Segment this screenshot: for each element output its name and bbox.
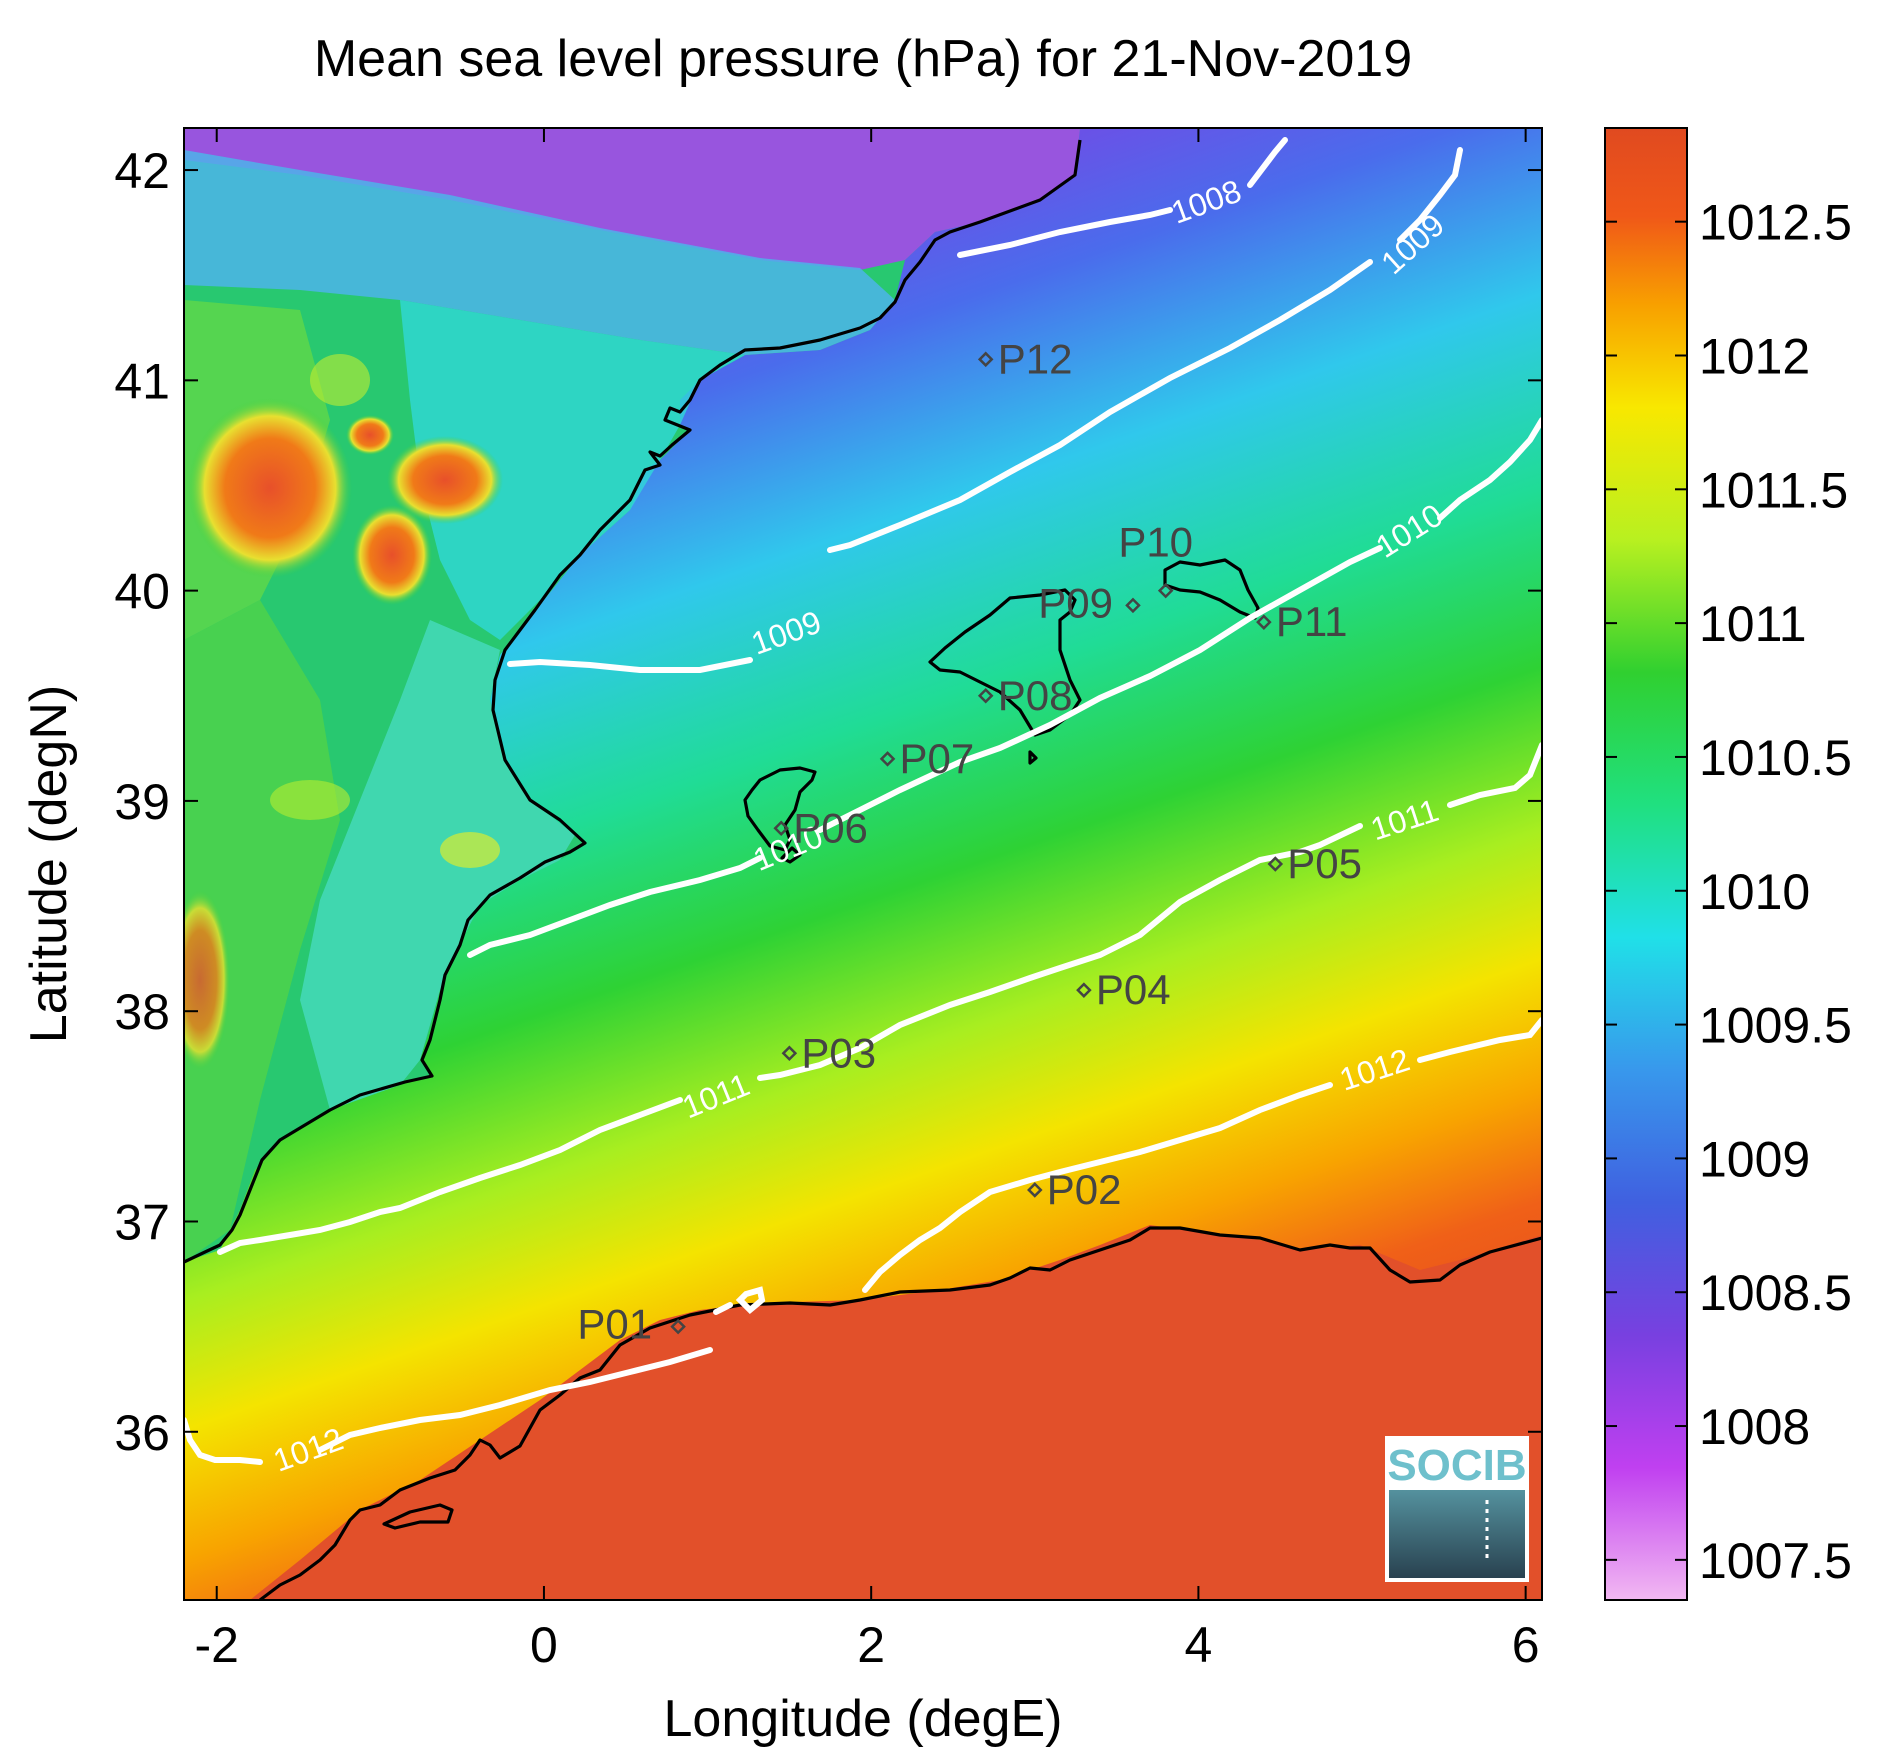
station-label: P09 [1038, 579, 1113, 626]
colorbar-tick-label: 1010 [1699, 864, 1810, 920]
station-label: P05 [1287, 840, 1362, 887]
colorbar-tick-label: 1009 [1699, 1131, 1810, 1187]
station-label: P08 [998, 672, 1073, 719]
colorbar-tick-label: 1007.5 [1699, 1533, 1852, 1589]
y-tick-label: 38 [114, 984, 170, 1040]
isobar-1012 [862, 1017, 1542, 1293]
colorbar-ticks [1605, 220, 1687, 1561]
station-label: P03 [801, 1029, 876, 1076]
station-label: P12 [998, 335, 1073, 382]
colorbar-tick-label: 1012 [1699, 328, 1810, 384]
station-marker [879, 751, 896, 767]
x-tick-label: -2 [194, 1617, 238, 1673]
station-label: P06 [793, 804, 868, 851]
y-tick-label: 36 [114, 1405, 170, 1461]
station-marker [773, 820, 789, 837]
y-tick-label: 41 [114, 353, 170, 409]
y-tick-label: 37 [114, 1194, 170, 1250]
colorbar-tick-label: 1011.5 [1699, 462, 1848, 518]
africa-land [250, 1225, 1542, 1600]
y-tick-labels: 36 37 38 39 40 41 42 [114, 143, 170, 1461]
station-marker [1027, 1182, 1043, 1198]
plot-frame [183, 127, 1543, 1601]
axis-ticks [184, 128, 1542, 1600]
colorbar-tick-labels: 1007.5 1008 1008.5 1009 1009.5 1010 1010.5 1011… [1699, 195, 1852, 1589]
isobar-1010 [467, 417, 1542, 958]
station-marker [670, 1318, 686, 1335]
ibiza-coast [743, 766, 817, 852]
colorbar-tick-label: 1011 [1699, 596, 1807, 652]
colorbar-tick-label: 1008.5 [1699, 1265, 1852, 1321]
isobar-1011 [217, 742, 1542, 1255]
plot-area: 1008 1009 1009 1010 1010 1011 1011 1012 … [184, 128, 1542, 1600]
y-tick-label: 42 [114, 143, 170, 199]
station-marker [977, 351, 994, 368]
station-label: P01 [577, 1301, 652, 1348]
station-label: P11 [1276, 598, 1348, 645]
socib-logo-text: SOCIB [1387, 1441, 1526, 1490]
colorbar [1604, 127, 1688, 1601]
x-tick-label: 6 [1512, 1617, 1540, 1673]
x-tick-label: 0 [530, 1617, 558, 1673]
y-tick-label: 39 [114, 774, 170, 830]
station-marker [1125, 597, 1141, 614]
station-marker [781, 1045, 798, 1062]
highland-hotspot [188, 398, 352, 578]
station-label: P02 [1047, 1166, 1122, 1213]
y-tick-label: 40 [114, 564, 170, 620]
socib-logo: SOCIB [1385, 1436, 1529, 1582]
station-label: P10 [1118, 519, 1193, 566]
isobar-1009-north [827, 147, 1463, 553]
colorbar-tick-label: 1012.5 [1699, 195, 1852, 251]
isobars [184, 137, 1542, 1465]
station-marker [1267, 856, 1284, 872]
x-tick-label: 2 [857, 1617, 885, 1673]
station-marker [977, 688, 994, 704]
station-marker [1157, 582, 1174, 599]
colorbar-tick-label: 1008 [1699, 1399, 1810, 1455]
chart-title: Mean sea level pressure (hPa) for 21-Nov… [314, 30, 1412, 88]
x-tick-labels: -2 0 2 4 6 [194, 1617, 1539, 1673]
station-label: P04 [1096, 966, 1171, 1013]
colorbar-tick-label: 1010.5 [1699, 730, 1852, 786]
station-marker [1076, 982, 1092, 998]
x-axis-label: Longitude (degE) [664, 1690, 1063, 1748]
station-label: P07 [900, 735, 975, 782]
x-tick-label: 4 [1185, 1617, 1213, 1673]
mallorca-coast [928, 588, 1082, 737]
y-axis-label: Latitude (degN) [20, 685, 78, 1043]
station-marker [1256, 614, 1272, 630]
colorbar-tick-label: 1009.5 [1699, 998, 1852, 1054]
isobar-1008 [957, 137, 1288, 258]
